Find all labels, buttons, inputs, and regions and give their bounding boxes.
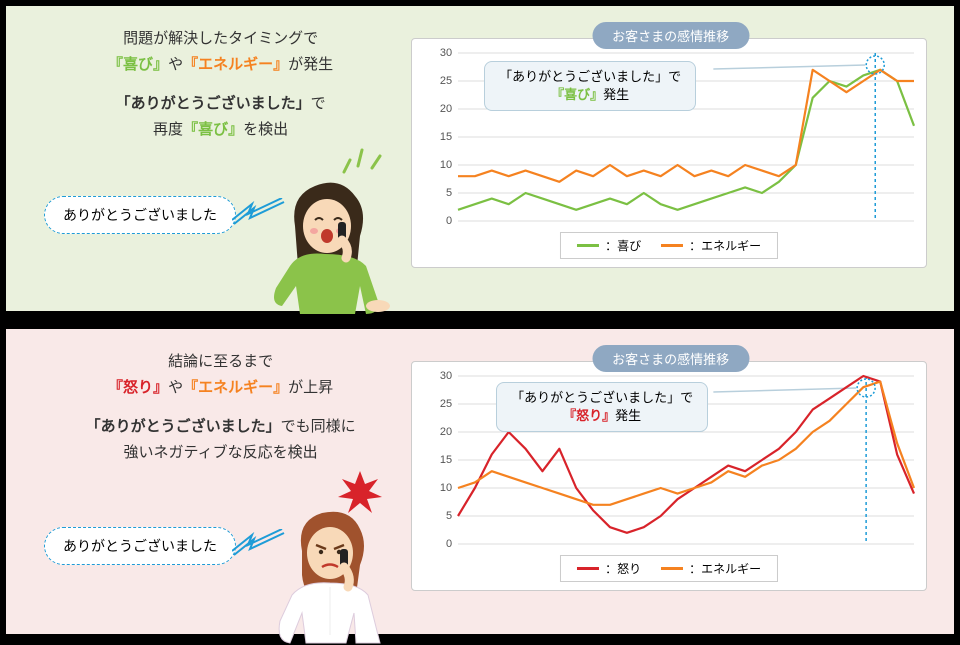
legend-top: ：喜び ：エネルギー <box>560 232 778 259</box>
left-col-top: 問題が解決したタイミングで 『喜び』や『エネルギー』が発生 「ありがとうございま… <box>30 26 411 295</box>
t: で <box>311 95 326 112</box>
desc-top-1: 問題が解決したタイミングで 『喜び』や『エネルギー』が発生 <box>30 26 411 77</box>
t: ：エネルギー <box>689 237 761 254</box>
legend-item-energy: ：エネルギー <box>661 237 761 254</box>
person-happy-icon <box>260 166 410 316</box>
right-col-top: お客さまの感情推移 051015202530 「ありがとうございました」で 『喜… <box>411 26 930 295</box>
t: 発生 <box>603 87 629 102</box>
legend-item-energy2: ：エネルギー <box>661 560 761 577</box>
t: 『怒り』 <box>563 408 615 423</box>
desc-top-2: 「ありがとうございました」で 再度『喜び』を検出 <box>30 91 411 142</box>
callout-top: 「ありがとうございました」で 『喜び』発生 <box>484 61 696 111</box>
legend-item-joy: ：喜び <box>577 237 641 254</box>
panel-negative: 結論に至るまで 『怒り』や『エネルギー』が上昇 「ありがとうございました」でも同… <box>6 329 954 634</box>
panel-positive: 問題が解決したタイミングで 『喜び』や『エネルギー』が発生 「ありがとうございま… <box>6 6 954 311</box>
t: ：喜び <box>605 237 641 254</box>
hl-anger: 『怒り』 <box>108 379 168 396</box>
speech-bubble-bot: ありがとうございました <box>44 527 236 565</box>
hl-energy2: 『エネルギー』 <box>183 379 288 396</box>
bubble-text: ありがとうございました <box>63 207 217 223</box>
person-angry-icon <box>260 495 410 645</box>
chart-title-bot: お客さまの感情推移 <box>592 345 749 372</box>
callout-bot: 「ありがとうございました」で 『怒り』発生 <box>496 382 708 432</box>
legend-swatch <box>577 567 599 570</box>
t: を検出 <box>243 121 288 138</box>
desc-bot-2: 「ありがとうございました」でも同様に 強いネガティブな反応を検出 <box>30 414 411 465</box>
t: ：エネルギー <box>689 560 761 577</box>
t: 『喜び』 <box>551 87 603 102</box>
right-col-bot: お客さまの感情推移 051015202530 「ありがとうございました」で 『怒… <box>411 349 930 618</box>
t: ：怒り <box>605 560 641 577</box>
t: 「ありがとうございました」 <box>86 418 281 435</box>
chart-box-bot: 051015202530 「ありがとうございました」で 『怒り』発生 ：怒り ：… <box>411 361 927 591</box>
legend-swatch <box>661 567 683 570</box>
legend-swatch <box>661 244 683 247</box>
t: 再度 <box>153 121 183 138</box>
t: 「ありがとうございました」 <box>116 95 311 112</box>
desc-bot-1: 結論に至るまで 『怒り』や『エネルギー』が上昇 <box>30 349 411 400</box>
legend-item-anger: ：怒り <box>577 560 641 577</box>
t: 結論に至るまで <box>168 353 273 370</box>
t: 「ありがとうございました」で <box>499 69 681 84</box>
t: や <box>168 379 183 396</box>
hl-joy2: 『喜び』 <box>183 121 243 138</box>
chart-title-top: お客さまの感情推移 <box>592 22 749 49</box>
legend-swatch <box>577 244 599 247</box>
speech-bubble-top: ありがとうございました <box>44 196 236 234</box>
chart-box-top: 051015202530 「ありがとうございました」で 『喜び』発生 ：喜び ：… <box>411 38 927 268</box>
t: が発生 <box>288 56 333 73</box>
t: 問題が解決したタイミングで <box>123 30 318 47</box>
left-col-bot: 結論に至るまで 『怒り』や『エネルギー』が上昇 「ありがとうございました」でも同… <box>30 349 411 618</box>
bubble-text: ありがとうございました <box>63 538 217 554</box>
hl-energy: 『エネルギー』 <box>183 56 288 73</box>
legend-bot: ：怒り ：エネルギー <box>560 555 778 582</box>
t: 強いネガティブな反応を検出 <box>124 444 318 461</box>
t: や <box>168 56 183 73</box>
hl-joy: 『喜び』 <box>108 56 168 73</box>
t: 「ありがとうございました」で <box>511 390 693 405</box>
t: でも同様に <box>281 418 356 435</box>
t: が上昇 <box>288 379 333 396</box>
t: 発生 <box>615 408 641 423</box>
